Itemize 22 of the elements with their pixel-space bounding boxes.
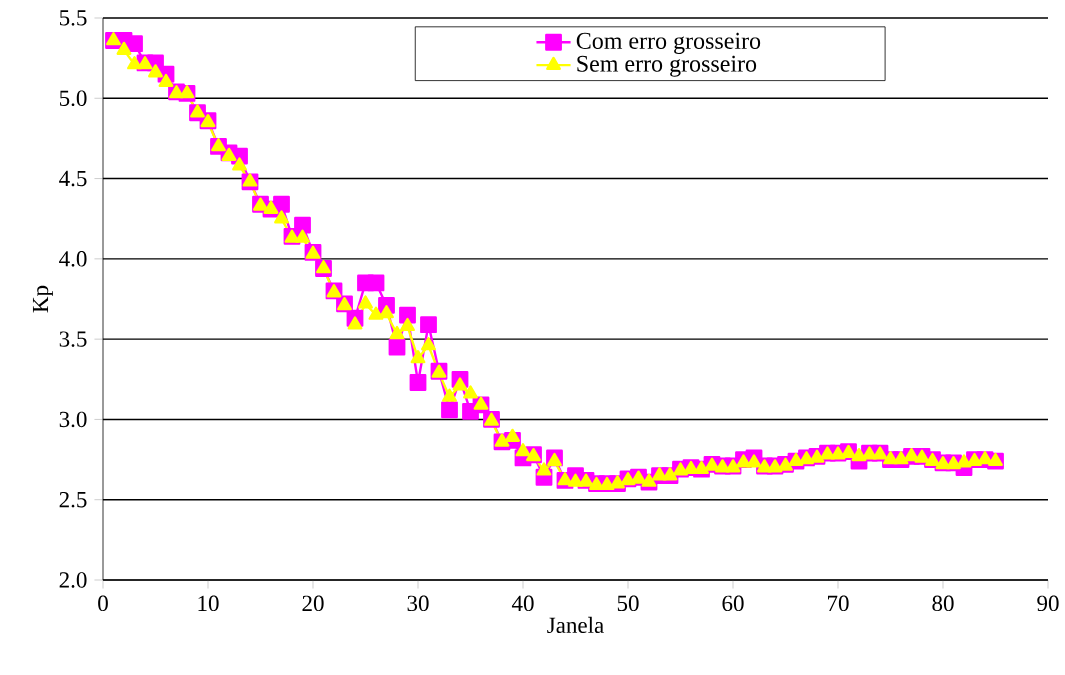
- x-tick-label: 60: [722, 595, 744, 612]
- y-tick-label: 5.5: [60, 10, 87, 26]
- legend-label: Com erro grosseiro: [576, 32, 761, 54]
- x-tick-label: 70: [828, 595, 849, 612]
- x-tick-label: 90: [1037, 595, 1059, 612]
- x-tick-label: 0: [98, 595, 108, 612]
- x-tick-label: 20: [302, 595, 324, 612]
- x-axis-title: Janela: [547, 616, 604, 634]
- y-tick-label: 3.5: [59, 331, 87, 347]
- y-tick-label: 3.0: [59, 411, 87, 428]
- legend-label: Sem erro grosseiro: [577, 55, 757, 77]
- y-tick-label: 2.5: [59, 491, 87, 508]
- x-tick-label: 40: [511, 595, 534, 612]
- y-tick-label: 4.5: [59, 170, 87, 187]
- x-tick-label: 10: [198, 595, 219, 612]
- y-tick-label: 4.0: [59, 251, 87, 267]
- x-tick-label: 30: [407, 595, 429, 612]
- x-tick-label: 80: [932, 595, 954, 612]
- y-tick-label: 2.0: [59, 572, 87, 588]
- y-axis-title: Kp: [32, 285, 53, 313]
- x-tick-label: 50: [617, 595, 639, 612]
- y-tick-label: 5.0: [60, 90, 87, 107]
